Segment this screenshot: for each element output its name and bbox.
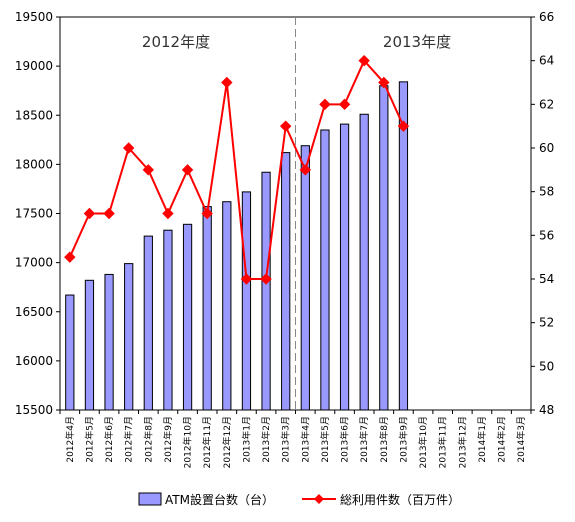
x-tick-label: 2013年5月 (319, 416, 331, 463)
bar (182, 223, 193, 411)
y-left-tick-label: 18500 (15, 108, 53, 122)
line-point (397, 120, 410, 132)
y-left-tick-label: 16000 (15, 354, 53, 368)
legend-line-label: 総利用件数（百万件） (340, 492, 460, 507)
y-right-tick-label: 66 (539, 10, 554, 24)
x-tick-label: 2013年12月 (456, 416, 468, 468)
x-tick-label: 2013年7月 (358, 416, 370, 463)
annotation-2012: 2012年度 (142, 33, 210, 51)
x-tick-label: 2012年4月 (64, 416, 76, 463)
x-tick-label: 2012年10月 (182, 416, 194, 468)
line-point (338, 98, 351, 111)
y-left-tick-label: 15500 (15, 403, 53, 417)
x-tick-label: 2013年2月 (260, 416, 272, 463)
x-tick-label: 2012年12月 (221, 416, 233, 468)
x-tick-label: 2013年6月 (339, 416, 351, 463)
bar (261, 171, 271, 411)
bar (163, 229, 173, 411)
line-point (358, 54, 370, 67)
x-tick-label: 2014年3月 (515, 416, 527, 463)
bar (300, 145, 310, 411)
bar (124, 263, 134, 411)
x-tick-label: 2012年8月 (142, 416, 154, 463)
x-tick-label: 2014年2月 (496, 416, 508, 463)
bar (241, 191, 252, 411)
line-point (142, 164, 155, 176)
bar (222, 201, 232, 411)
x-tick-label: 2012年7月 (123, 416, 135, 463)
bar (320, 129, 330, 411)
y-left-tick-label: 18000 (15, 157, 53, 171)
annotation-2013: 2013年度 (383, 33, 451, 51)
x-tick-label: 2013年9月 (397, 416, 409, 463)
bar (65, 294, 75, 411)
bar (281, 152, 291, 411)
bar (398, 81, 409, 411)
line-point (103, 207, 115, 220)
y-left-tick-label: 19000 (15, 59, 53, 73)
bar (339, 123, 350, 411)
y-left-tick-label: 17000 (15, 256, 53, 270)
y-right-tick-label: 48 (539, 403, 554, 417)
y-right-tick-label: 52 (539, 316, 554, 330)
bar (359, 113, 369, 411)
y-right-tick-label: 60 (539, 141, 554, 155)
bar (143, 235, 153, 411)
line-point (122, 142, 135, 154)
line-point (299, 164, 312, 176)
line-point (221, 76, 233, 89)
x-tick-label: 2012年11月 (201, 416, 213, 468)
bar (84, 279, 95, 411)
bar (379, 85, 389, 411)
x-tick-label: 2013年1月 (240, 416, 252, 463)
legend-bar-label: ATM設置台数（台） (165, 492, 274, 507)
x-tick-label: 2012年5月 (83, 416, 95, 463)
x-tick-label: 2013年10月 (417, 416, 429, 468)
y-right-tick-label: 62 (539, 97, 554, 111)
line-point (201, 207, 213, 220)
x-tick-label: 2013年11月 (437, 416, 449, 468)
line-point (64, 251, 76, 263)
y-right-tick-label: 56 (539, 228, 554, 242)
y-left-tick-label: 16500 (15, 305, 53, 319)
legend-bar-swatch (138, 492, 162, 506)
y-left-tick-label: 17500 (15, 207, 53, 221)
line-point (260, 273, 272, 285)
line-point (83, 207, 96, 220)
bar (202, 206, 212, 411)
line-point (279, 120, 292, 132)
y-right-tick-label: 58 (539, 185, 554, 199)
line-point (378, 76, 390, 89)
legend-line-marker (314, 494, 324, 504)
bar (104, 273, 114, 411)
x-tick-label: 2013年4月 (299, 416, 311, 463)
line-point (181, 164, 194, 176)
x-tick-label: 2012年9月 (162, 416, 174, 463)
y-right-tick-label: 54 (539, 272, 554, 286)
x-tick-label: 2013年8月 (378, 416, 390, 463)
line-point (319, 98, 331, 111)
y-right-tick-label: 50 (539, 359, 554, 373)
x-tick-label: 2014年1月 (476, 416, 488, 463)
y-left-tick-label: 19500 (15, 10, 53, 24)
line-point (162, 207, 174, 220)
line-series (68, 58, 405, 280)
x-tick-label: 2013年3月 (280, 416, 292, 463)
x-tick-label: 2012年6月 (103, 416, 115, 463)
y-right-tick-label: 64 (539, 54, 554, 68)
line-point (240, 273, 253, 285)
